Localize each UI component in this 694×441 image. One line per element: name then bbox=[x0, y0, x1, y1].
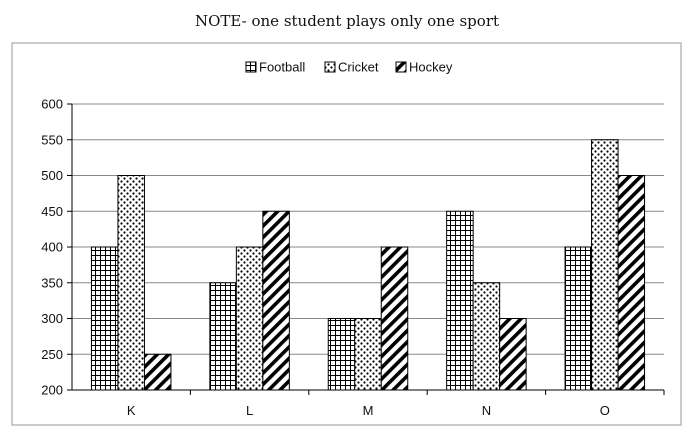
y-tick-label: 550 bbox=[41, 132, 63, 147]
bar-cricket-k bbox=[117, 175, 145, 391]
x-tick-label: O bbox=[600, 403, 610, 418]
chart-note: NOTE- one student plays only one sport bbox=[194, 12, 500, 30]
y-tick-label: 200 bbox=[41, 383, 63, 398]
x-tick-label: N bbox=[482, 403, 491, 418]
bars bbox=[90, 139, 646, 391]
bar-cricket-m bbox=[354, 318, 382, 391]
bar-hockey-n bbox=[499, 318, 527, 391]
bar-hockey-l bbox=[262, 210, 290, 391]
bar-cricket-o bbox=[591, 139, 619, 391]
y-tick-label: 600 bbox=[41, 97, 63, 112]
y-tick-label: 350 bbox=[41, 275, 63, 290]
y-tick-label: 450 bbox=[41, 204, 63, 219]
x-tick-label: L bbox=[246, 403, 253, 418]
legend: Football Cricket Hockey bbox=[245, 60, 453, 75]
legend-swatch-hockey bbox=[395, 61, 407, 73]
chart-frame bbox=[11, 42, 682, 426]
tick-labels: 200 250 300 350 400 450 500 550 600 K L M N O bbox=[41, 97, 610, 419]
y-tick-label: 400 bbox=[41, 240, 63, 255]
legend-swatch-cricket bbox=[324, 61, 336, 73]
bar-football-m bbox=[327, 318, 356, 391]
x-tick-label: M bbox=[363, 403, 374, 418]
legend-label-hockey: Hockey bbox=[409, 60, 453, 75]
bar-football-l bbox=[209, 282, 237, 391]
bar-cricket-n bbox=[472, 282, 501, 391]
x-tick-label: K bbox=[127, 403, 136, 418]
bar-hockey-k bbox=[143, 353, 172, 391]
legend-swatch-football bbox=[245, 61, 257, 73]
bar-cricket-l bbox=[235, 246, 264, 391]
legend-label-football: Football bbox=[259, 60, 305, 75]
bar-football-n bbox=[446, 210, 474, 391]
y-tick-label: 300 bbox=[41, 311, 63, 326]
bar-hockey-o bbox=[617, 175, 646, 391]
y-tick-label: 250 bbox=[41, 347, 63, 362]
bar-hockey-m bbox=[380, 246, 409, 391]
legend-label-cricket: Cricket bbox=[338, 60, 379, 75]
y-tick-label: 500 bbox=[41, 168, 63, 183]
bar-football-k bbox=[90, 246, 119, 391]
bar-football-o bbox=[564, 246, 593, 391]
